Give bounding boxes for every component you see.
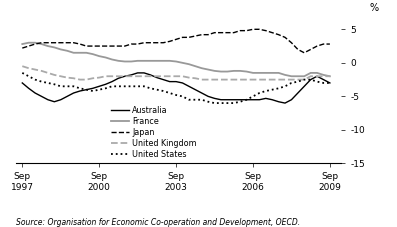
Y-axis label: %: % (370, 3, 378, 13)
Text: Source: Organisation for Economic Co-operation and Development, OECD.: Source: Organisation for Economic Co-ope… (16, 218, 300, 227)
Legend: Australia, France, Japan, United Kingdom, United States: Australia, France, Japan, United Kingdom… (111, 106, 197, 159)
